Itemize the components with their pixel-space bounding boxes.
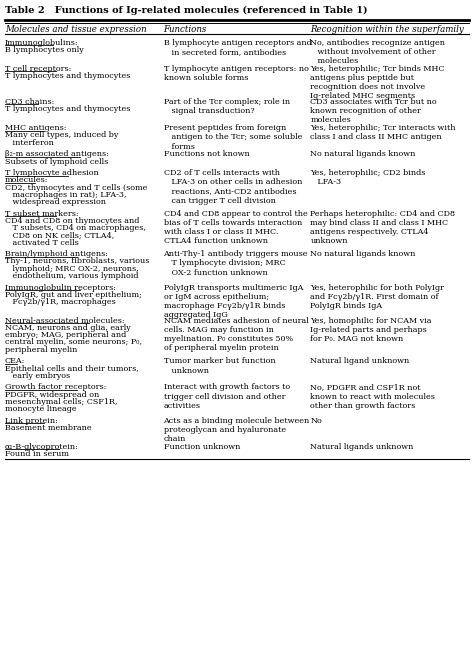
Text: T lymphocytes and thymocytes: T lymphocytes and thymocytes [5,72,130,80]
Text: Present peptides from foreign
   antigen to the Tcr; some soluble
   forms: Present peptides from foreign antigen to… [164,124,302,151]
Text: Link protein:: Link protein: [5,417,58,425]
Text: Recognition within the superfamily: Recognition within the superfamily [310,25,464,34]
Text: Found in serum: Found in serum [5,450,69,458]
Text: Functions: Functions [164,25,207,34]
Text: Functions not known: Functions not known [164,151,249,159]
Text: β₂-m associated antigens:: β₂-m associated antigens: [5,151,109,159]
Text: PolyIgR transports multimeric IgA
or IgM across epithelium;
macrophage Fcγ2b/γ1R: PolyIgR transports multimeric IgA or IgM… [164,284,303,319]
Text: Brain/lymphoid antigens:: Brain/lymphoid antigens: [5,250,108,258]
Text: No, PDGFR and CSF1R not
known to react with molecules
other than growth factors: No, PDGFR and CSF1R not known to react w… [310,384,435,410]
Text: Epithelial cells and their tumors,: Epithelial cells and their tumors, [5,364,138,372]
Text: No, antibodies recognize antigen
   without involvement of other
   molecules: No, antibodies recognize antigen without… [310,39,446,65]
Text: CD2 of T cells interacts with
   LFA-3 on other cells in adhesion
   reactions, : CD2 of T cells interacts with LFA-3 on o… [164,169,302,205]
Text: Natural ligand unknown: Natural ligand unknown [310,358,410,366]
Text: endothelium, various lymphoid: endothelium, various lymphoid [5,271,138,280]
Text: early embryos: early embryos [5,372,70,380]
Text: Acts as a binding molecule between
proteoglycan and hyaluronate
chain: Acts as a binding molecule between prote… [164,417,310,443]
Text: PDGFR, widespread on: PDGFR, widespread on [5,390,99,398]
Text: No natural ligands known: No natural ligands known [310,250,416,258]
Text: activated T cells: activated T cells [5,239,79,247]
Text: central myelin, some neurons; P₀,: central myelin, some neurons; P₀, [5,339,142,346]
Text: CD3 chains:: CD3 chains: [5,98,54,106]
Text: Yes, heterophilic; Tcr binds MHC
antigens plus peptide but
recognition does not : Yes, heterophilic; Tcr binds MHC antigen… [310,65,445,100]
Text: Natural ligands unknown: Natural ligands unknown [310,443,414,451]
Text: CD4 and CD8 appear to control the
bias of T cells towards interaction
with class: CD4 and CD8 appear to control the bias o… [164,210,307,245]
Text: Thy-1, neurons, fibroblasts, various: Thy-1, neurons, fibroblasts, various [5,257,149,265]
Text: T lymphocyte antigen receptors: no
known soluble forms: T lymphocyte antigen receptors: no known… [164,65,309,82]
Text: Fcγ2b/γ1R, macrophages: Fcγ2b/γ1R, macrophages [5,298,116,306]
Text: Neural-associated molecules:: Neural-associated molecules: [5,317,124,325]
Text: Yes, heterophilic; CD2 binds
   LFA-3: Yes, heterophilic; CD2 binds LFA-3 [310,169,426,186]
Text: CEA:: CEA: [5,358,25,366]
Text: Function unknown: Function unknown [164,443,240,451]
Text: Yes, homophilic for NCAM via
Ig-related parts and perhaps
for P₀. MAG not known: Yes, homophilic for NCAM via Ig-related … [310,317,432,343]
Text: MHC antigens:: MHC antigens: [5,124,66,132]
Text: CD3 associates with Tcr but no
known recognition of other
molecules: CD3 associates with Tcr but no known rec… [310,98,437,124]
Text: Tumor marker but function
   unknown: Tumor marker but function unknown [164,358,275,374]
Text: B lymphocytes only: B lymphocytes only [5,46,83,54]
Text: peripheral myelin: peripheral myelin [5,345,77,353]
Text: Anti-Thy-1 antibody triggers mouse
   T lymphocyte division; MRC
   OX-2 functio: Anti-Thy-1 antibody triggers mouse T lym… [164,250,308,277]
Text: NCAM mediates adhesion of neural
cells. MAG may function in
myelination. P₀ cons: NCAM mediates adhesion of neural cells. … [164,317,308,352]
Text: Subsets of lymphoid cells: Subsets of lymphoid cells [5,157,108,165]
Text: NCAM, neurons and glia, early: NCAM, neurons and glia, early [5,324,130,332]
Text: α₁-B-glycoprotein:: α₁-B-glycoprotein: [5,443,79,451]
Text: Yes, heterophilic; Tcr interacts with
class I and class II MHC antigen: Yes, heterophilic; Tcr interacts with cl… [310,124,456,141]
Text: CD2, thymocytes and T cells (some: CD2, thymocytes and T cells (some [5,183,147,192]
Text: monocyte lineage: monocyte lineage [5,405,76,413]
Text: T subset markers:: T subset markers: [5,210,78,218]
Text: interferon: interferon [5,138,54,146]
Text: T lymphocyte adhesion: T lymphocyte adhesion [5,169,99,177]
Text: lymphoid; MRC OX-2, neurons,: lymphoid; MRC OX-2, neurons, [5,265,138,273]
Text: embryo; MAG, peripheral and: embryo; MAG, peripheral and [5,331,126,339]
Text: Growth factor receptors:: Growth factor receptors: [5,384,106,391]
Text: B lymphocyte antigen receptors and
   in secreted form, antibodies: B lymphocyte antigen receptors and in se… [164,39,311,56]
Text: CD8 on NK cells; CTLA4,: CD8 on NK cells; CTLA4, [5,231,114,239]
Text: PolyIgR, gut and liver epithelium;: PolyIgR, gut and liver epithelium; [5,291,142,298]
Text: No natural ligands known: No natural ligands known [310,151,416,159]
Text: Interact with growth factors to
trigger cell division and other
activities: Interact with growth factors to trigger … [164,384,290,410]
Text: T lymphocytes and thymocytes: T lymphocytes and thymocytes [5,106,130,114]
Text: No: No [310,417,322,425]
Text: Many cell types, induced by: Many cell types, induced by [5,132,118,139]
Text: T subsets, CD4 on macrophages,: T subsets, CD4 on macrophages, [5,224,146,232]
Text: CD4 and CD8 on thymocytes and: CD4 and CD8 on thymocytes and [5,217,139,225]
Text: Basement membrane: Basement membrane [5,424,91,432]
Text: T cell receptors:: T cell receptors: [5,65,71,73]
Text: molecules:: molecules: [5,177,48,184]
Text: widespread expression: widespread expression [5,198,106,206]
Text: Perhaps heterophilic: CD4 and CD8
may bind class II and class I MHC
antigens res: Perhaps heterophilic: CD4 and CD8 may bi… [310,210,456,245]
Text: macrophages in rat); LFA-3,: macrophages in rat); LFA-3, [5,191,126,199]
Text: Part of the Tcr complex; role in
   signal transduction?: Part of the Tcr complex; role in signal … [164,98,290,116]
Text: mesenchymal cells; CSF1R,: mesenchymal cells; CSF1R, [5,398,117,406]
Text: Immunoglobulin receptors:: Immunoglobulin receptors: [5,284,116,292]
Text: Immunoglobulins:: Immunoglobulins: [5,39,78,46]
Text: Molecules and tissue expression: Molecules and tissue expression [5,25,146,34]
Text: Yes, heterophilic for both PolyIgr
and Fcγ2b/γ1R. First domain of
PolyIgR binds : Yes, heterophilic for both PolyIgr and F… [310,284,445,310]
Text: Table 2   Functions of Ig-related molecules (referenced in Table 1): Table 2 Functions of Ig-related molecule… [5,6,367,15]
